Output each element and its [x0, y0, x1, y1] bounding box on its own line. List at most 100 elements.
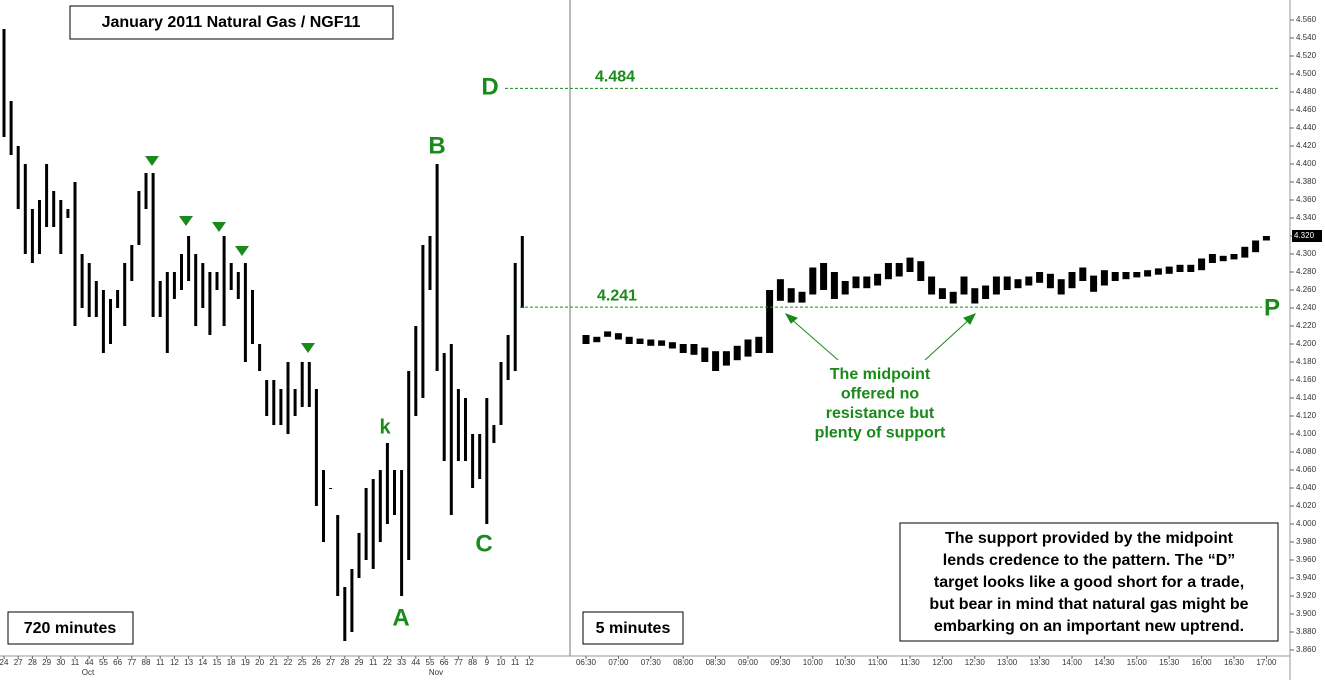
x-tick-label: 77	[127, 658, 136, 667]
x-tick-label: 17:00	[1256, 658, 1277, 667]
x-tick-label: 88	[142, 658, 151, 667]
price-bar	[960, 276, 968, 295]
y-tick-label: 4.160	[1296, 375, 1317, 384]
x-tick-label: 15:00	[1127, 658, 1148, 667]
price-bar	[357, 533, 361, 578]
price-bar	[874, 273, 882, 286]
triangle-marker	[212, 222, 226, 232]
price-bar	[776, 279, 784, 301]
price-bar	[116, 290, 120, 308]
y-tick-label: 4.020	[1296, 501, 1317, 510]
x-tick-label: 44	[411, 658, 420, 667]
x-tick-label: 66	[113, 658, 122, 667]
price-bar	[1036, 272, 1044, 283]
x-tick-label: 07:30	[641, 658, 662, 667]
x-tick-label: 55	[99, 658, 108, 667]
price-bar	[1046, 273, 1054, 289]
y-tick-label: 4.420	[1296, 141, 1317, 150]
x-tick-label: 22	[284, 658, 293, 667]
price-bar	[625, 336, 633, 344]
price-bar	[208, 272, 212, 335]
price-bar	[830, 272, 838, 299]
price-bar	[928, 276, 936, 295]
price-bar	[293, 389, 297, 416]
price-bar	[364, 488, 368, 560]
price-bar	[1100, 270, 1108, 286]
y-tick-label: 4.120	[1296, 411, 1317, 420]
note-text: The support provided by the midpoint	[945, 530, 1234, 547]
y-tick-label: 4.080	[1296, 447, 1317, 456]
price-bar	[222, 236, 226, 326]
price-bar	[73, 182, 77, 326]
x-tick-label: 27	[326, 658, 335, 667]
point-label: B	[428, 132, 445, 159]
x-tick-label: 11	[369, 658, 378, 667]
price-bar	[1187, 264, 1195, 272]
price-bar	[701, 347, 709, 362]
x-tick-label: 33	[397, 658, 406, 667]
price-bar	[636, 338, 644, 344]
price-bar	[499, 362, 503, 425]
arrows	[784, 313, 977, 361]
y-tick-label: 3.900	[1296, 609, 1317, 618]
price-bar	[144, 173, 148, 209]
chart-title: January 2011 Natural Gas / NGF11	[102, 14, 361, 31]
x-tick-label: 14:00	[1062, 658, 1083, 667]
price-bar	[820, 263, 828, 290]
y-tick-label: 4.460	[1296, 105, 1317, 114]
price-bar	[94, 281, 98, 317]
timeframe-label: 5 minutes	[596, 620, 671, 637]
price-bar	[109, 299, 112, 344]
price-bar	[314, 389, 318, 506]
x-tick-label: 14	[198, 658, 207, 667]
price-bar	[733, 345, 741, 361]
markers	[145, 156, 315, 353]
triangle-marker	[145, 156, 159, 166]
triangle-marker	[301, 343, 315, 353]
x-tick-label: 88	[468, 658, 477, 667]
price-bar	[1057, 279, 1065, 295]
price-bar	[165, 272, 169, 353]
y-tick-label: 4.260	[1296, 285, 1317, 294]
x-tick-label: 13:30	[1030, 658, 1051, 667]
price-bar	[506, 335, 510, 380]
price-bar	[478, 434, 482, 479]
x-tick-label: 20	[255, 658, 264, 667]
price-bar	[300, 362, 304, 407]
x-tick-label: 19	[241, 658, 250, 667]
x-tick-label: 12:00	[932, 658, 953, 667]
y-tick-label: 4.480	[1296, 87, 1317, 96]
price-bar	[229, 263, 233, 290]
y-tick-label: 4.040	[1296, 483, 1317, 492]
x-tick-label: 22	[383, 658, 392, 667]
price-bar	[172, 272, 176, 299]
price-bar	[1230, 254, 1238, 260]
x-tick-label: 06:30	[576, 658, 597, 667]
price-bar	[151, 173, 155, 317]
arrow	[924, 317, 972, 361]
price-bar	[16, 146, 20, 209]
price-bar	[286, 362, 290, 434]
price-bar	[130, 245, 134, 281]
level-value: 4.484	[595, 69, 635, 86]
price-bar	[158, 281, 162, 317]
price-bar	[755, 336, 763, 353]
price-bar	[744, 339, 752, 357]
x-tick-label: 25	[298, 658, 307, 667]
x-tick-label: 66	[440, 658, 449, 667]
timeframe-box	[582, 611, 684, 645]
x-tick-label: 12:30	[965, 658, 986, 667]
x-tick-label: 30	[56, 658, 65, 667]
price-bar	[38, 200, 41, 254]
price-bar	[194, 254, 198, 326]
price-bar	[1122, 272, 1130, 280]
y-tick-label: 4.060	[1296, 465, 1317, 474]
price-bar	[9, 101, 13, 155]
price-bar	[1090, 275, 1098, 292]
price-bar	[464, 398, 467, 461]
price-bar	[992, 276, 1000, 295]
y-tick-label: 4.520	[1296, 51, 1317, 60]
price-bar	[30, 209, 34, 263]
y-tick-label: 4.400	[1296, 159, 1317, 168]
annotation-text: offered no	[841, 386, 919, 403]
